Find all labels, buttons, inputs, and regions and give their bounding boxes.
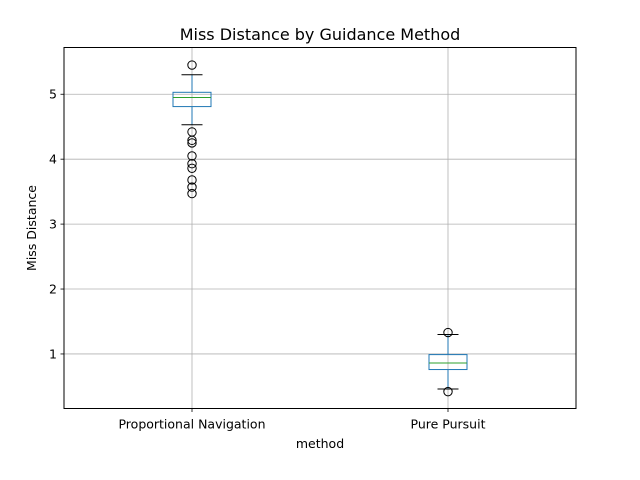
box-iqr xyxy=(428,354,468,371)
plot-frame xyxy=(63,47,577,409)
outlier-point xyxy=(187,182,197,192)
y-tick-label: 1 xyxy=(49,346,57,361)
outlier-point xyxy=(187,151,197,161)
y-tick-label: 5 xyxy=(49,87,57,102)
outlier-point xyxy=(187,135,197,146)
chart-title: Miss Distance by Guidance Method xyxy=(180,25,461,44)
box-group xyxy=(428,327,468,397)
box-group xyxy=(172,60,212,199)
outlier-point xyxy=(443,327,453,338)
y-axis-label: Miss Distance xyxy=(24,185,39,271)
outlier-point xyxy=(443,386,453,397)
x-tick-label: Proportional Navigation xyxy=(118,417,265,432)
outlier-point xyxy=(187,60,197,70)
x-axis-label: method xyxy=(296,436,344,451)
y-tick-label: 4 xyxy=(49,152,57,167)
y-tick-label: 3 xyxy=(49,217,57,232)
outlier-point xyxy=(187,175,197,185)
outlier-point xyxy=(187,188,197,199)
y-tick-label: 2 xyxy=(49,282,57,297)
outlier-point xyxy=(187,138,197,148)
x-tick-label: Pure Pursuit xyxy=(411,417,486,432)
boxes xyxy=(172,60,468,397)
outlier-point xyxy=(187,163,197,173)
ticks: 1 2 3 4 5 Proportional Navigation Pure Pursuit xyxy=(49,87,486,432)
box-iqr xyxy=(172,91,212,108)
outlier-point xyxy=(187,159,197,169)
